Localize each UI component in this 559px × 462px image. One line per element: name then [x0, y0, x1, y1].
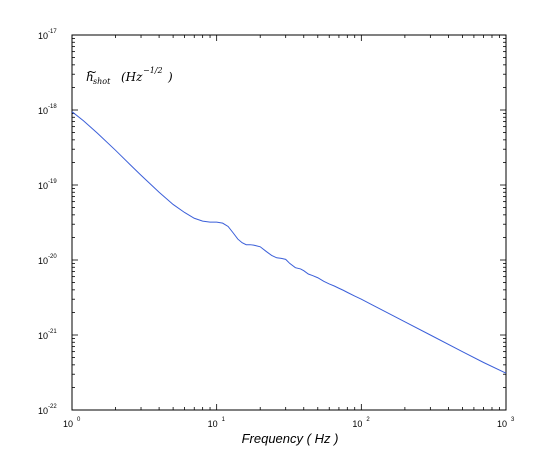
annotation-unit-exponent: −1/2	[143, 66, 163, 75]
x-tick-exponent: 0	[77, 417, 81, 423]
annotation-accent: ~	[87, 65, 97, 79]
annotation-subscript: shot	[93, 77, 111, 86]
y-tick-exponent: -18	[48, 104, 57, 110]
axis-ticks	[71, 34, 507, 411]
y-tick-exponent: -21	[48, 329, 57, 335]
x-tick-exponent: 1	[222, 417, 226, 423]
y-tick-exponent: -17	[48, 29, 57, 35]
plot-frame	[71, 34, 507, 411]
y-tick-label: 10	[38, 181, 48, 191]
y-tick-exponent: -19	[48, 179, 57, 185]
y-tick-exponent: -20	[48, 254, 57, 260]
x-tick-label: 10	[208, 419, 218, 429]
y-tick-exponent: -22	[48, 404, 57, 410]
y-tick-label: 10	[38, 331, 48, 341]
series-layer	[71, 111, 507, 374]
annotation-main: h	[86, 70, 94, 84]
y-tick-label: 10	[38, 256, 48, 266]
annotation-unit-base: (Hz	[121, 70, 143, 84]
plot-border	[71, 34, 507, 411]
x-tick-exponent: 3	[511, 417, 515, 423]
y-tick-label: 10	[38, 106, 48, 116]
annotation-label: ~ h shot (Hz −1/2 )	[86, 65, 173, 86]
series-line	[71, 111, 507, 374]
annotation-unit-close: )	[167, 70, 173, 84]
x-tick-label: 10	[497, 419, 507, 429]
x-tick-label: 10	[63, 419, 73, 429]
x-axis-title: Frequency ( Hz )	[242, 431, 339, 446]
x-tick-exponent: 2	[366, 417, 370, 423]
y-tick-label: 10	[38, 406, 48, 416]
x-tick-label: 10	[352, 419, 362, 429]
y-tick-label: 10	[38, 31, 48, 41]
